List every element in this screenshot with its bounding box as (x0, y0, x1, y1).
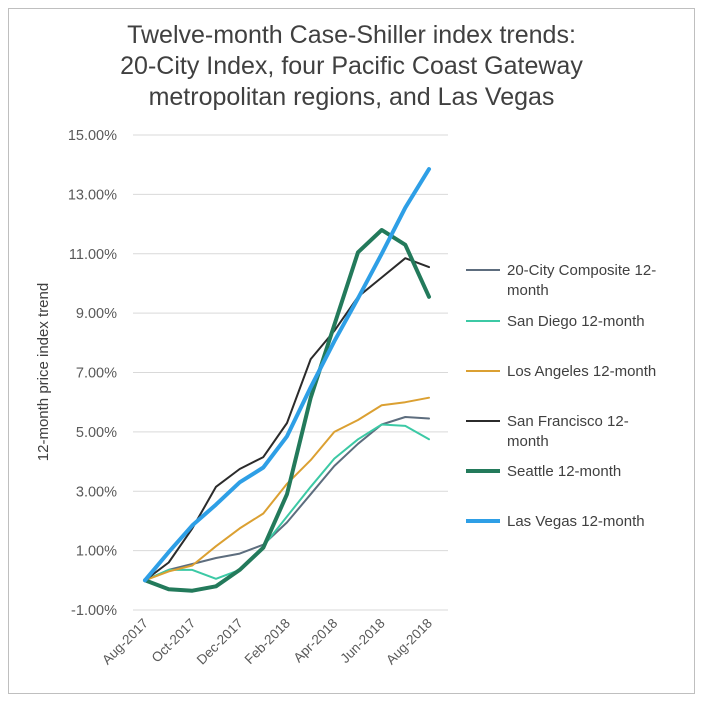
y-tick-label: -1.00% (71, 603, 117, 619)
legend-label-1: San Diego 12-month (507, 313, 645, 330)
y-tick-label: 1.00% (76, 544, 117, 560)
x-tick-label: Dec-2017 (194, 616, 246, 668)
series-line-4 (143, 228, 431, 593)
chart-title-line-1: Twelve-month Case-Shiller index trends: (127, 21, 576, 49)
y-tick-label: 11.00% (69, 247, 117, 263)
y-tick-label: 9.00% (76, 306, 117, 322)
series-line-5 (143, 167, 431, 583)
chart-title-line-2: 20-City Index, four Pacific Coast Gatewa… (120, 52, 583, 80)
chart-frame (8, 8, 695, 694)
x-tick-label: Feb-2018 (242, 616, 293, 667)
x-axis-ticks: Aug-2017Oct-2017Dec-2017Feb-2018Apr-2018… (99, 616, 435, 668)
y-tick-label: 7.00% (76, 366, 117, 382)
legend-label-0: month (507, 282, 549, 299)
legend-label-3: San Francisco 12- (507, 413, 629, 430)
y-tick-label: 13.00% (68, 187, 117, 203)
x-tick-label: Aug-2017 (99, 616, 151, 668)
y-tick-label: 5.00% (76, 425, 117, 441)
y-tick-label: 15.00% (68, 128, 117, 144)
series-line-1 (144, 423, 430, 582)
x-tick-label: Oct-2017 (149, 616, 199, 666)
x-tick-label: Jun-2018 (337, 616, 387, 666)
x-tick-label: Aug-2018 (383, 616, 435, 668)
gridlines (133, 134, 448, 611)
legend-label-3: month (507, 433, 549, 450)
legend-label-4: Seattle 12-month (507, 463, 621, 480)
y-axis-label: 12-month price index trend (35, 283, 52, 461)
y-axis-ticks: -1.00% 1.00% 3.00% 5.00% 7.00% 9.00% 11.00% 13.… (68, 128, 117, 619)
legend-label-2: Los Angeles 12-month (507, 363, 656, 380)
x-tick-label: Apr-2018 (291, 616, 341, 666)
chart-title-line-3: metropolitan regions, and Las Vegas (148, 83, 555, 111)
y-tick-label: 3.00% (76, 484, 117, 500)
legend: 20-City Composite 12- month San Diego 12-m… (466, 262, 656, 530)
chart-title: Twelve-month Case-Shiller index trends: … (0, 20, 703, 113)
series-line-2 (144, 396, 430, 582)
legend-label-5: Las Vegas 12-month (507, 513, 645, 530)
legend-label-0: 20-City Composite 12- (507, 262, 656, 279)
series-lines (143, 167, 431, 593)
